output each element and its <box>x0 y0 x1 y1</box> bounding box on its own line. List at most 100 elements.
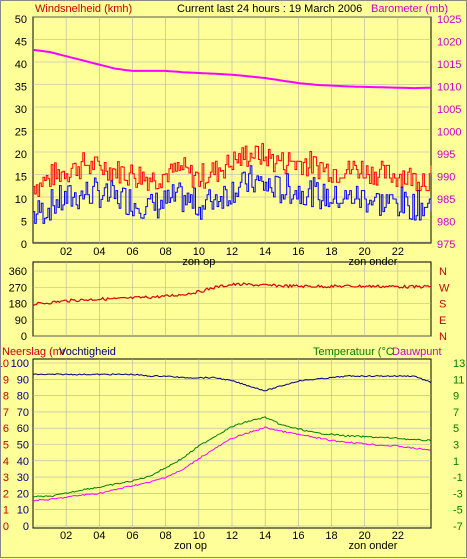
barometer-tick-label: 990 <box>437 172 455 184</box>
temperature-tick-label: 11 <box>453 374 464 386</box>
wind-tick-label: 25 <box>15 127 27 139</box>
humidity-tick-label: 90 <box>17 374 29 386</box>
rain-tick-label: 7 <box>3 407 9 419</box>
wind-tick-label: 5 <box>21 217 27 229</box>
barometer-tick-label: 1020 <box>437 37 461 49</box>
wind-tick-label: 40 <box>15 59 27 71</box>
sunset-label-top: zon onder <box>348 256 397 268</box>
winddir-compass-label: N <box>439 266 447 278</box>
temperature-tick-label: -7 <box>453 521 463 533</box>
temperature-tick-label: 5 <box>453 423 459 435</box>
temperature-tick-label: 1 <box>453 456 459 468</box>
winddir-tick-label: 270 <box>9 282 27 294</box>
rain-tick-label: 6 <box>3 423 9 435</box>
x-tick-label-bottom: 08 <box>160 530 172 542</box>
wind-tick-label: 45 <box>15 37 27 49</box>
winddir-compass-label: N <box>439 331 447 343</box>
temperature-tick-label: -5 <box>453 505 463 517</box>
wind-max-line <box>33 143 432 197</box>
x-tick-label-top: 20 <box>359 246 371 258</box>
x-tick-label-bottom: 22 <box>392 530 404 542</box>
x-tick-label-bottom: 18 <box>325 530 337 542</box>
x-tick-label-top: 22 <box>392 246 404 258</box>
winddir-tick-label: 360 <box>9 266 27 278</box>
winddir-tick-label: 90 <box>15 315 27 327</box>
humidity-header: Vochtigheid <box>59 346 116 358</box>
winddir-tick-label: 0 <box>21 331 27 343</box>
wind-average-line <box>33 165 432 224</box>
winddir-compass-label: S <box>439 299 446 311</box>
sunrise-label-bottom: zon op <box>174 540 207 552</box>
sunset-label-bottom: zon onder <box>348 540 397 552</box>
x-tick-label-top: 12 <box>226 246 238 258</box>
humidity-tick-label: 50 <box>17 440 29 452</box>
humidity-tick-label: 40 <box>17 456 29 468</box>
x-tick-label-top: 08 <box>160 246 172 258</box>
wind-direction-line <box>32 282 432 307</box>
wind-tick-label: 15 <box>15 172 27 184</box>
rain-tick-label: 2 <box>3 488 9 500</box>
wind-tick-label: 30 <box>15 104 27 116</box>
wind-tick-label: 10 <box>15 194 27 206</box>
temperature-tick-label: -1 <box>453 472 463 484</box>
wind-tick-label: 35 <box>15 82 27 94</box>
humidity-tick-label: 20 <box>17 488 29 500</box>
humidity-tick-label: 10 <box>17 505 29 517</box>
barometer-tick-label: 980 <box>437 217 455 229</box>
wind-tick-label: 20 <box>15 149 27 161</box>
x-tick-label-bottom: 04 <box>93 530 105 542</box>
x-tick-label-top: 18 <box>325 246 337 258</box>
x-tick-label-top: 14 <box>259 246 271 258</box>
humidity-tick-label: 0 <box>23 521 29 533</box>
winddir-compass-label: E <box>439 315 446 327</box>
temperature-tick-label: -3 <box>453 488 463 500</box>
x-tick-label-bottom: 20 <box>359 530 371 542</box>
barometer-header: Barometer (mb) <box>371 3 448 15</box>
temperature-header: Temperatuur (°C <box>313 346 394 358</box>
barometer-tick-label: 975 <box>437 239 455 251</box>
wind-speed-header: Windsnelheid (kmh) <box>35 3 132 15</box>
x-tick-label-bottom: 12 <box>226 530 238 542</box>
barometer-tick-label: 985 <box>437 194 455 206</box>
rain-tick-label: 4 <box>3 456 9 468</box>
barometer-line <box>32 48 432 90</box>
x-tick-label-top: 02 <box>60 246 72 258</box>
rain-tick-label: 9 <box>3 374 9 386</box>
humidity-tick-label: 30 <box>17 472 29 484</box>
rain-tick-label: 0 <box>3 521 9 533</box>
dewpoint-line <box>32 426 432 502</box>
barometer-tick-label: 995 <box>437 149 455 161</box>
wind-tick-label: 0 <box>21 239 27 251</box>
temperature-tick-label: 13 <box>453 358 465 370</box>
temperature-line <box>32 416 432 498</box>
rain-header: Neerslag (mr <box>2 346 66 358</box>
winddir-tick-label: 180 <box>9 299 27 311</box>
barometer-tick-label: 1000 <box>437 127 461 139</box>
temperature-tick-label: 9 <box>453 391 459 403</box>
dewpoint-header: Dauwpunt <box>392 346 442 358</box>
sunrise-label-top: zon op <box>182 256 215 268</box>
rain-tick-label: 8 <box>3 391 9 403</box>
barometer-tick-label: 1025 <box>437 14 461 26</box>
x-tick-label-top: 06 <box>126 246 138 258</box>
temperature-tick-label: 7 <box>453 407 459 419</box>
chart-title: Current last 24 hours : 19 March 2006 <box>177 3 362 15</box>
wind-tick-label: 50 <box>15 14 27 26</box>
rain-tick-label: 3 <box>3 472 9 484</box>
x-tick-label-top: 04 <box>93 246 105 258</box>
humidity-tick-label: 70 <box>17 407 29 419</box>
x-tick-label-bottom: 10 <box>193 530 205 542</box>
winddir-compass-label: W <box>439 282 450 294</box>
x-tick-label-top: 10 <box>193 246 205 258</box>
x-tick-label-bottom: 02 <box>60 530 72 542</box>
humidity-tick-label: 60 <box>17 423 29 435</box>
humidity-tick-label: 80 <box>17 391 29 403</box>
temperature-tick-label: 3 <box>453 440 459 452</box>
humidity-line <box>32 373 432 392</box>
barometer-tick-label: 1010 <box>437 82 461 94</box>
x-tick-label-top: 16 <box>292 246 304 258</box>
rain-tick-label: 5 <box>3 440 9 452</box>
x-tick-label-bottom: 14 <box>259 530 271 542</box>
rain-tick-label: 10 <box>1 358 9 370</box>
